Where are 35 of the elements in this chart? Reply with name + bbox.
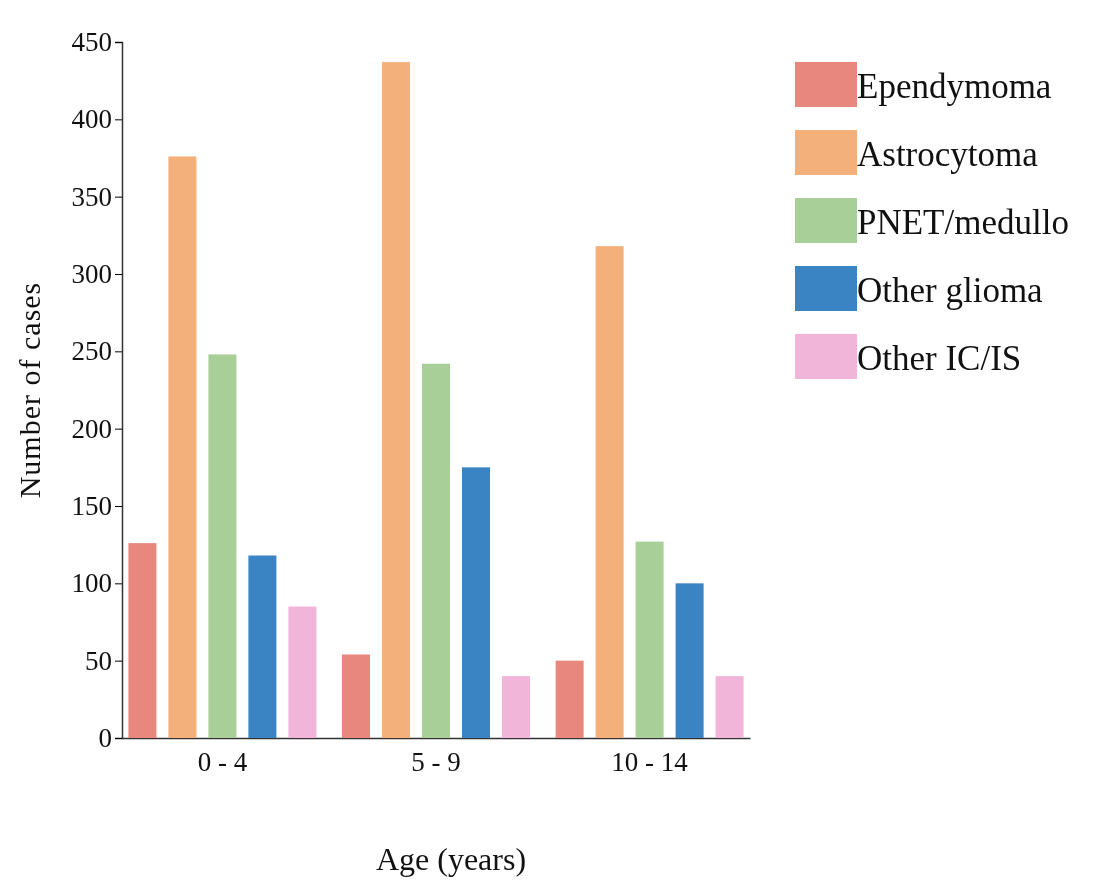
- bar: [128, 543, 157, 738]
- x-tick-label: 10 - 14: [611, 747, 689, 778]
- y-axis-title: Number of cases: [13, 281, 46, 499]
- y-tick-label: 150: [71, 491, 112, 522]
- bar: [595, 246, 624, 738]
- y-tick-label: 200: [71, 413, 112, 444]
- legend-label: Astrocytoma: [857, 135, 1039, 174]
- x-tick-label: 5 - 9: [411, 747, 461, 778]
- bar: [288, 606, 317, 738]
- bar: [168, 156, 197, 738]
- y-tick-label: 350: [71, 181, 112, 212]
- y-tick-label: 400: [71, 104, 112, 135]
- y-tick-label: 0: [98, 723, 112, 754]
- bar: [462, 467, 490, 738]
- y-tick-label: 450: [71, 27, 112, 58]
- bar: [422, 363, 450, 738]
- legend-label: Other IC/IS: [857, 339, 1022, 378]
- y-tick-label: 300: [71, 259, 112, 290]
- bar: [342, 654, 371, 738]
- x-tick-label: 0 - 4: [197, 747, 248, 778]
- bar: [501, 676, 530, 738]
- bar: [248, 555, 277, 738]
- bar: [208, 354, 237, 738]
- legend-label: PNET/medullo: [857, 203, 1069, 242]
- bar: [382, 62, 410, 738]
- bar: [675, 583, 704, 738]
- bar: [715, 676, 744, 738]
- legend-label: Ependymoma: [857, 67, 1052, 106]
- bar: [635, 541, 664, 738]
- x-axis-title: Age (years): [375, 841, 527, 877]
- y-tick-label: 250: [71, 336, 112, 367]
- y-tick-label: 100: [71, 568, 112, 599]
- legend-label: Other glioma: [857, 271, 1044, 310]
- y-tick-label: 50: [85, 645, 112, 676]
- bar: [555, 660, 584, 738]
